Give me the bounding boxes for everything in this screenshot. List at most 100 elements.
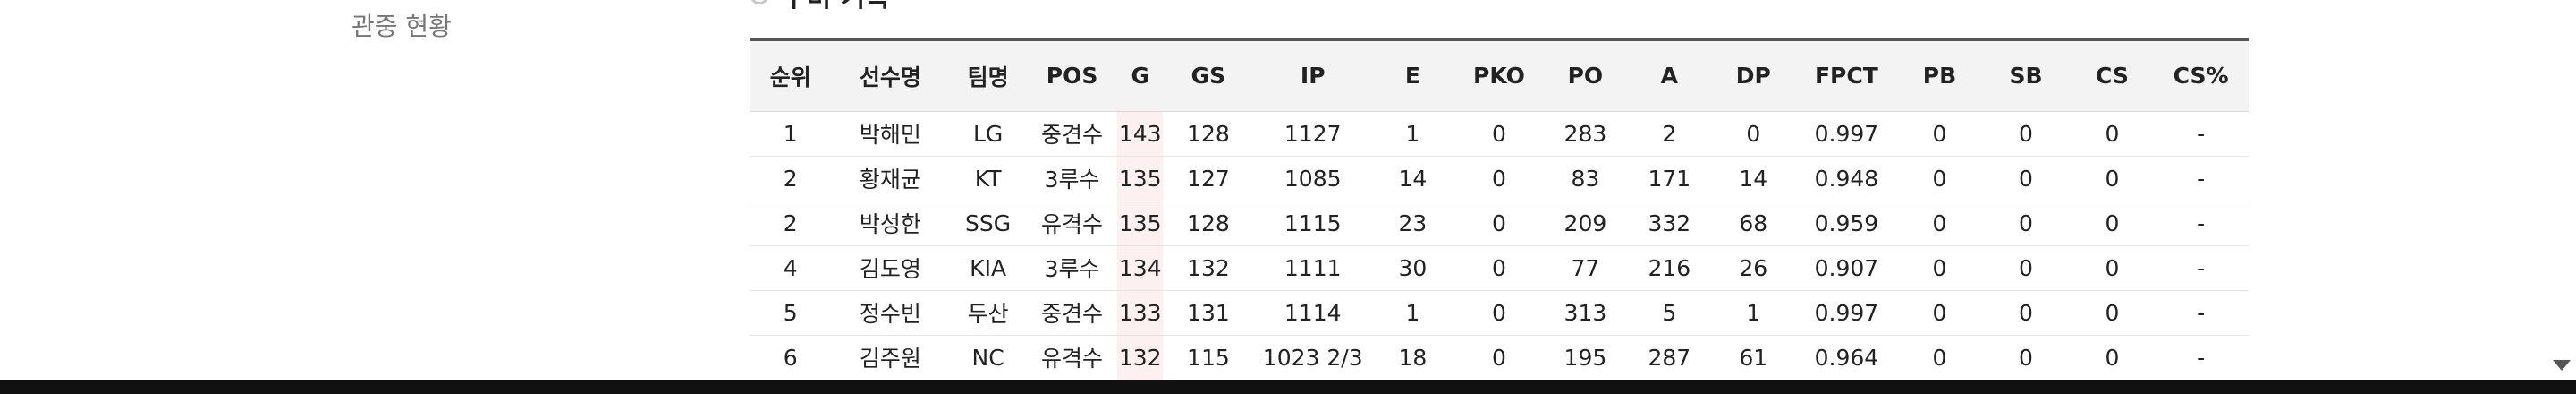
column-header[interactable]: SB (1980, 39, 2072, 112)
table-cell: 0 (2019, 165, 2033, 192)
table-cell: 0.964 (1814, 344, 1879, 371)
table-cell: 0 (1932, 299, 1947, 326)
table-row: 5 정수빈 두산 중견수 133 131 1114 1 0 313 5 1 0.997 0 0 0 - (750, 290, 2249, 335)
table-cell: 1 (1405, 120, 1420, 147)
table-cell: 0 (2105, 254, 2120, 281)
table-cell: 287 (1648, 344, 1691, 371)
player-name-cell[interactable]: 박해민 (859, 122, 921, 148)
column-header[interactable]: 순위 (750, 39, 832, 112)
table-cell: 131 (1187, 299, 1230, 326)
column-header[interactable]: FPCT (1794, 39, 1899, 112)
table-cell: 3루수 (1044, 167, 1100, 193)
table-cell: 유격수 (1041, 346, 1104, 372)
scroll-down-arrow-icon[interactable] (2553, 360, 2571, 371)
column-header[interactable]: 팀명 (949, 39, 1027, 112)
table-cell: 1127 (1284, 120, 1342, 147)
window-bottom-bar (0, 380, 2576, 394)
table-cell: 135 (1117, 156, 1164, 201)
table-cell: 1 (1746, 299, 1761, 326)
table-cell: 0 (1491, 299, 1506, 326)
table-cell: 133 (1117, 290, 1164, 335)
column-header[interactable]: POS (1026, 39, 1118, 112)
table-cell: 26 (1739, 254, 1768, 281)
player-name-cell[interactable]: 김도영 (859, 256, 921, 282)
table-cell: 143 (1117, 111, 1164, 156)
table-cell: 0 (1491, 165, 1506, 192)
column-header[interactable]: A (1626, 39, 1713, 112)
table-cell: 0 (2019, 299, 2033, 326)
table-cell: 0 (2105, 120, 2120, 147)
table-cell: 유격수 (1041, 211, 1104, 237)
table-cell: 0 (2105, 344, 2120, 371)
table-cell: - (2197, 120, 2206, 147)
table-cell: 0 (1932, 120, 1947, 147)
table-cell: 0.907 (1814, 254, 1879, 281)
table-cell: 216 (1648, 254, 1691, 281)
column-header[interactable]: DP (1712, 39, 1794, 112)
table-cell: - (2197, 344, 2206, 371)
column-header[interactable]: PB (1898, 39, 1981, 112)
table-cell: 0 (2105, 210, 2120, 236)
table-cell: - (2197, 254, 2206, 281)
column-header[interactable]: CS% (2153, 39, 2249, 112)
table-cell: 2 (1662, 120, 1677, 147)
section-header: 수비 기록 (750, 0, 890, 14)
table-cell: 14 (1398, 165, 1428, 192)
table-cell: 0 (1746, 120, 1761, 147)
table-cell: 3루수 (1044, 256, 1100, 282)
table-cell: 1 (1405, 299, 1420, 326)
column-header[interactable]: CS (2071, 39, 2154, 112)
table-header-row: 순위 선수명 팀명 POS G GS IP E PKO PO A DP FPCT PB SB CS CS% (750, 39, 2249, 112)
table-cell: SSG (965, 210, 1012, 236)
table-cell: 0 (2019, 120, 2033, 147)
table-cell: 0 (1491, 210, 1506, 236)
table-cell: 18 (1398, 344, 1428, 371)
player-name-cell[interactable]: 정수빈 (859, 301, 921, 327)
table-cell: 2 (783, 165, 798, 192)
column-header[interactable]: PO (1544, 39, 1627, 112)
table-cell: 135 (1117, 201, 1164, 245)
defense-stats-table: 순위 선수명 팀명 POS G GS IP E PKO PO A DP FPCT PB SB CS CS% 1 박… (750, 38, 2249, 380)
table-cell: LG (972, 120, 1004, 147)
section-title: 수비 기록 (782, 0, 890, 14)
table-cell: 0.997 (1814, 299, 1879, 326)
table-cell: 2 (783, 210, 798, 236)
table-cell: 1115 (1284, 210, 1342, 236)
table-row: 1 박해민 LG 중견수 143 128 1127 1 0 283 2 0 0.997 0 0 0 - (750, 111, 2249, 156)
table-cell: 4 (783, 254, 798, 281)
table-cell: 1 (783, 120, 798, 147)
record-circle-icon (750, 0, 769, 4)
table-cell: 332 (1648, 210, 1691, 236)
column-header[interactable]: IP (1253, 39, 1372, 112)
column-header[interactable]: G (1117, 39, 1164, 112)
table-cell: 171 (1648, 165, 1691, 192)
sidebar-item-attendance[interactable]: 관중 현황 (352, 12, 452, 41)
table-cell: 0 (1932, 254, 1947, 281)
table-cell: 중견수 (1041, 122, 1104, 148)
table-cell: 0 (1932, 165, 1947, 192)
table-cell: 128 (1187, 210, 1230, 236)
column-header[interactable]: PKO (1453, 39, 1545, 112)
table-cell: KT (974, 165, 1002, 192)
table-cell: 68 (1739, 210, 1768, 236)
table-cell: 0 (2105, 299, 2120, 326)
player-name-cell[interactable]: 김주원 (859, 346, 921, 372)
table-cell: 283 (1563, 120, 1607, 147)
table-cell: 5 (783, 299, 798, 326)
table-cell: 0.948 (1814, 165, 1879, 192)
player-name-cell[interactable]: 황재균 (859, 167, 921, 193)
table-row: 6 김주원 NC 유격수 132 115 1023 2/3 18 0 195 287 61 0.964 0… (750, 335, 2249, 380)
table-cell: 0 (1932, 210, 1947, 236)
table-cell: 0 (1491, 254, 1506, 281)
table-cell: - (2197, 210, 2206, 236)
column-header[interactable]: E (1371, 39, 1454, 112)
table-row: 2 황재균 KT 3루수 135 127 1085 14 0 83 171 14 0.948 0 0 0 - (750, 156, 2249, 201)
column-header[interactable]: GS (1163, 39, 1254, 112)
table-row: 2 박성한 SSG 유격수 135 128 1115 23 0 209 332 68 0.959 0 0 0 - (750, 201, 2249, 245)
player-name-cell[interactable]: 박성한 (859, 211, 921, 237)
table-cell: 0.997 (1814, 120, 1879, 147)
column-header[interactable]: 선수명 (831, 39, 950, 112)
table-cell: 1111 (1284, 254, 1342, 281)
table-row: 4 김도영 KIA 3루수 134 132 1111 30 0 77 216 26 0.907 0 0 0 - (750, 245, 2249, 290)
table-cell: 115 (1187, 344, 1230, 371)
